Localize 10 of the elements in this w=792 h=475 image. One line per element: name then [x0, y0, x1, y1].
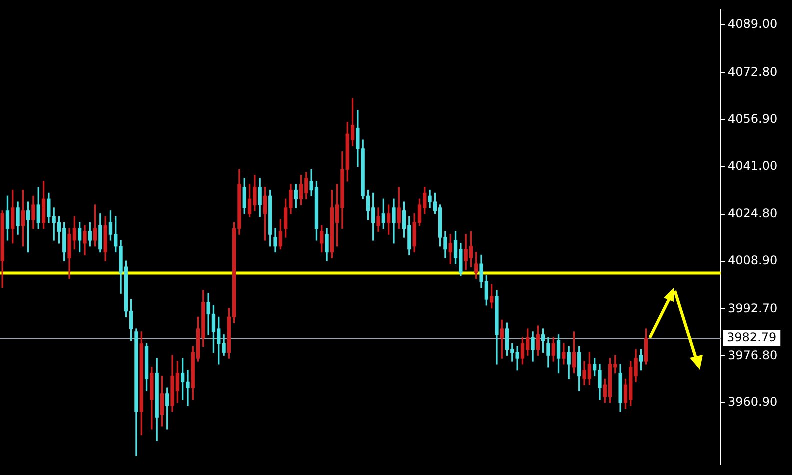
y-tick-label: 3976.80: [728, 348, 778, 362]
y-tick-label: 3992.70: [728, 301, 778, 316]
y-tick-label: 3960.90: [728, 395, 778, 410]
y-tick-label: 4041.00: [728, 158, 778, 173]
ref-line-label: 3982.79: [727, 330, 777, 345]
y-tick-label: 4008.90: [728, 254, 778, 268]
y-tick-label: 4089.00: [728, 17, 778, 32]
y-tick-label: 4072.80: [728, 64, 778, 79]
y-tick-label: 4024.80: [728, 206, 778, 221]
y-tick-label: 4056.90: [728, 112, 778, 126]
